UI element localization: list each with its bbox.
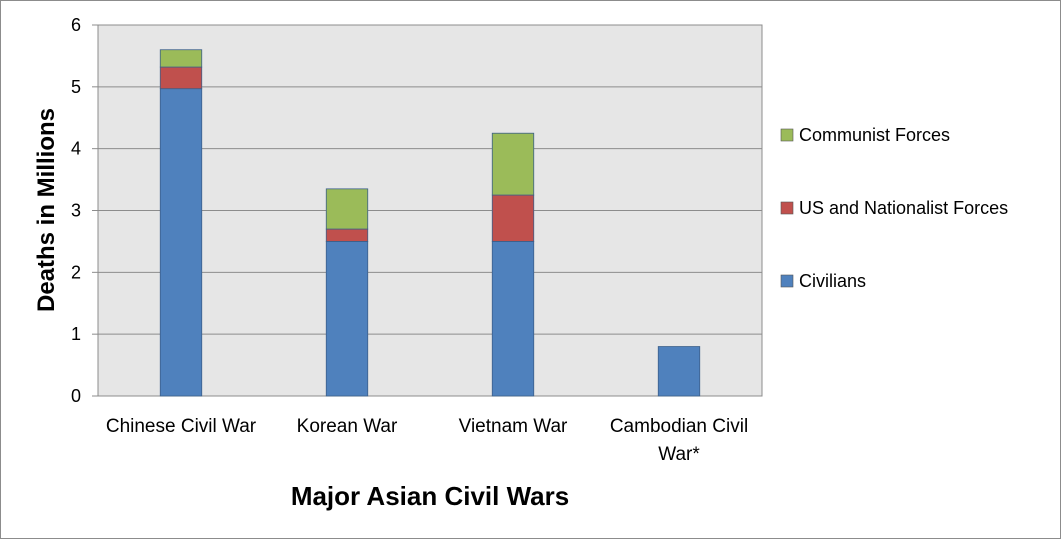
- bar-segment-us-and-nationalist-forces: [491, 194, 535, 242]
- y-tick-label: 6: [71, 15, 81, 35]
- bar-segment-civilians: [657, 346, 701, 397]
- bar-segment-communist-forces: [159, 49, 203, 68]
- y-tick-label: 1: [71, 324, 81, 344]
- y-tick-label: 2: [71, 262, 81, 282]
- legend-swatch: [780, 201, 794, 215]
- bar-segment-communist-forces: [325, 188, 369, 230]
- y-tick-label: 3: [71, 201, 81, 221]
- legend-swatch: [780, 128, 794, 142]
- bar-segment-us-and-nationalist-forces: [325, 228, 369, 242]
- legend-label: Civilians: [799, 271, 866, 291]
- bar-segment-civilians: [325, 241, 369, 397]
- x-axis-title: Major Asian Civil Wars: [291, 481, 569, 511]
- x-tick-label: Korean War: [297, 416, 398, 437]
- x-tick-label: Vietnam War: [459, 416, 568, 437]
- y-axis-title: Deaths in Millions: [33, 108, 60, 312]
- bar-segment-civilians: [159, 88, 203, 397]
- y-axis-ticks: 0 1 2 3 4 5 6: [71, 15, 98, 406]
- x-tick-label: Chinese Civil War: [106, 416, 257, 437]
- legend-swatch: [780, 274, 794, 288]
- legend-label: Communist Forces: [799, 125, 950, 145]
- legend: Communist Forces US and Nationalist Force…: [780, 125, 1008, 291]
- bar-segment-civilians: [491, 241, 535, 397]
- y-tick-label: 5: [71, 77, 81, 97]
- x-tick-label: Cambodian Civil War*: [610, 416, 748, 465]
- bars: [159, 49, 701, 397]
- bar-segment-us-and-nationalist-forces: [159, 66, 203, 90]
- x-axis-labels: Chinese Civil War Korean War Vietnam War Ca…: [106, 416, 748, 465]
- bar-segment-communist-forces: [491, 132, 535, 196]
- gridlines: [98, 24, 762, 335]
- y-tick-label: 0: [71, 386, 81, 406]
- legend-label: US and Nationalist Forces: [799, 198, 1008, 218]
- y-tick-label: 4: [71, 139, 81, 159]
